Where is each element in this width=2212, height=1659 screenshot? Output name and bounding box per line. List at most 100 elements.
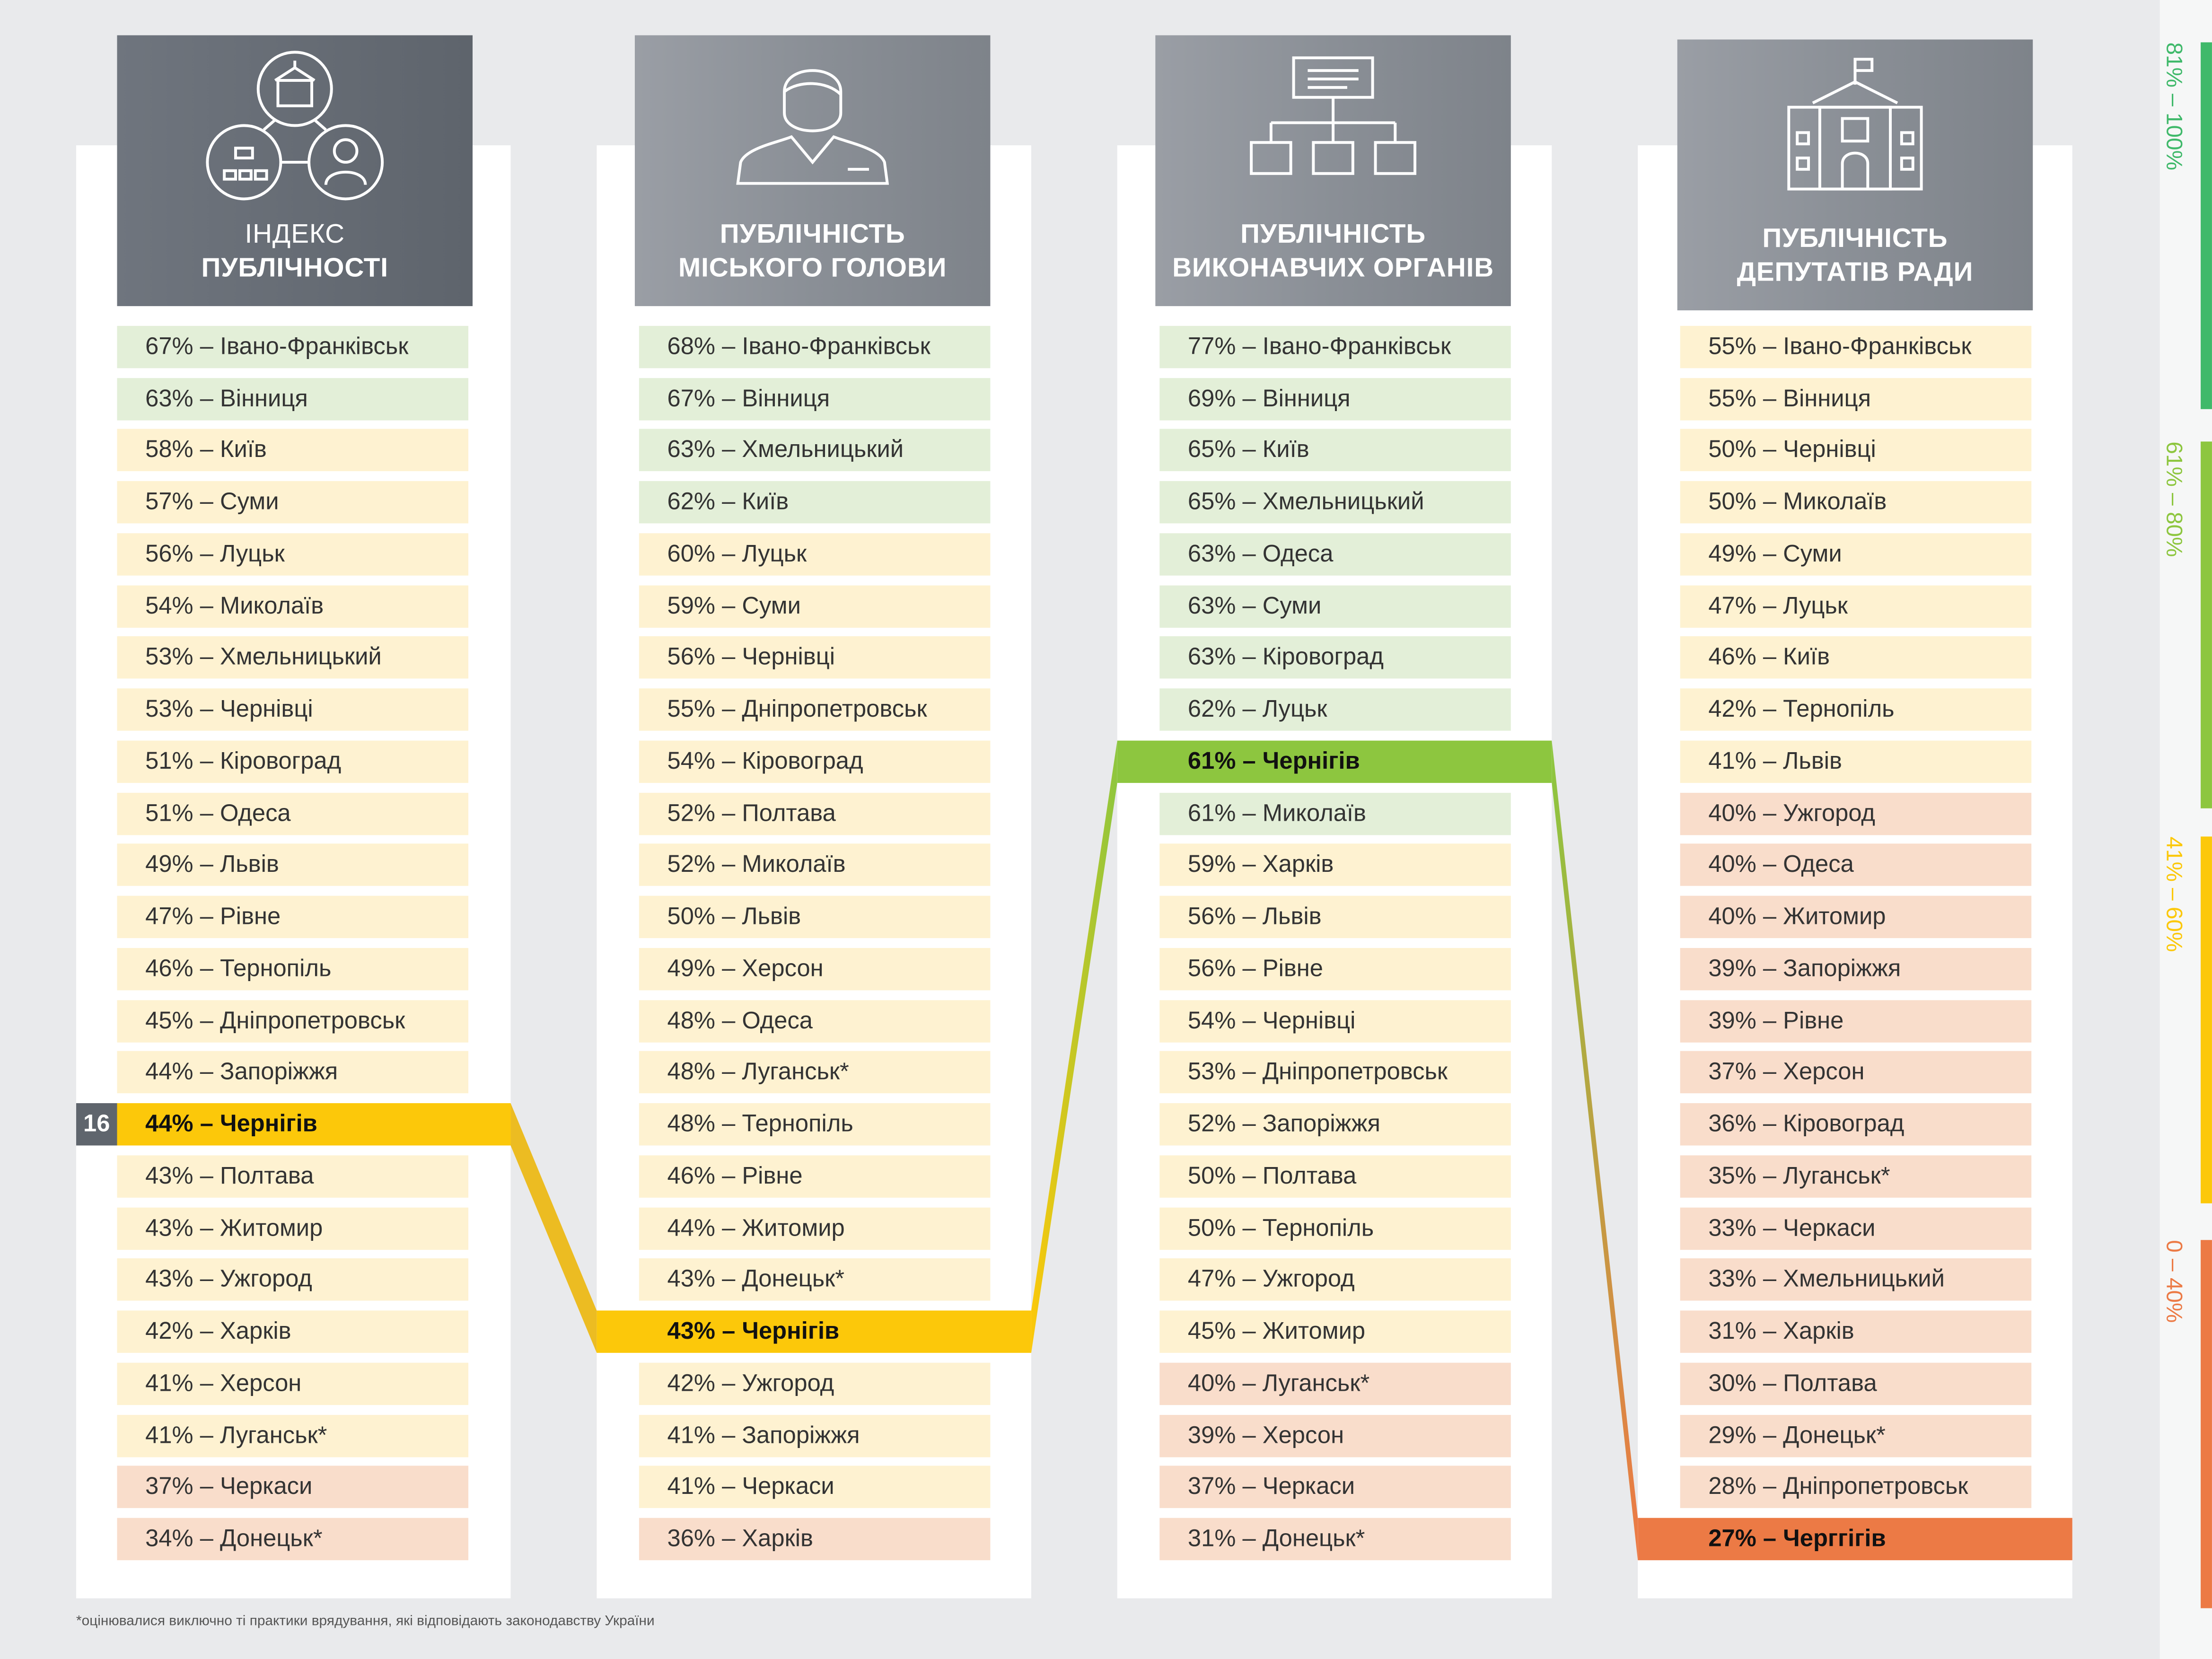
rank-row: 37% – Черкаси <box>1159 1466 1511 1509</box>
rank-row: 45% – Житомир <box>1159 1310 1511 1353</box>
rank-row: 41% – Запоріжжя <box>639 1414 991 1457</box>
rank-row: 41% – Херсон <box>117 1362 469 1405</box>
rank-row: 41% – Черкаси <box>639 1466 991 1509</box>
rank-row: 42% – Харків <box>117 1310 469 1353</box>
rank-row: 40% – Ужгород <box>1680 792 2032 835</box>
rank-row: 46% – Рівне <box>639 1155 991 1198</box>
rank-row: 56% – Чернівці <box>639 637 991 679</box>
rank-row: 67% – Івано-Франківськ <box>117 325 469 369</box>
rank-row: 54% – Чернівці <box>1159 1000 1511 1042</box>
rank-row: 45% – Дніпропетровськ <box>117 1000 469 1042</box>
title-line-1: ПУБЛІЧНІСТЬ <box>720 220 905 250</box>
rank-row: 55% – Вінниця <box>1680 377 2032 420</box>
rank-row: 59% – Суми <box>639 585 991 628</box>
rank-row: 61% – Миколаїв <box>1159 792 1511 835</box>
legend-color-bar <box>2201 836 2212 1203</box>
highlighted-rank-row: 61% – Чернігів <box>1117 740 1552 783</box>
rank-row: 36% – Кіровоград <box>1680 1103 2032 1146</box>
rank-row: 28% – Дніпропетровськ <box>1680 1466 2032 1509</box>
rank-row: 43% – Полтава <box>117 1155 469 1198</box>
highlighted-rank-row: 27% – Черггігів <box>1638 1518 2072 1561</box>
rank-row: 33% – Хмельницький <box>1680 1258 2032 1301</box>
rank-row: 63% – Одеса <box>1159 533 1511 576</box>
rank-row: 54% – Миколаїв <box>117 585 469 628</box>
rank-row: 62% – Луцьк <box>1159 688 1511 731</box>
rank-row: 65% – Хмельницький <box>1159 481 1511 524</box>
legend-label: 61% – 80% <box>2161 441 2186 557</box>
rank-row: 51% – Одеса <box>117 792 469 835</box>
rank-row: 56% – Львів <box>1159 896 1511 939</box>
rank-row: 48% – Одеса <box>639 1000 991 1042</box>
rank-row: 56% – Рівне <box>1159 948 1511 991</box>
rank-row: 65% – Київ <box>1159 429 1511 472</box>
title-line-2: ПУБЛІЧНОСТІ <box>201 254 388 284</box>
rank-row: 48% – Луганськ* <box>639 1051 991 1094</box>
rank-row: 53% – Дніпропетровськ <box>1159 1051 1511 1094</box>
rank-row: 68% – Івано-Франківськ <box>639 325 991 369</box>
column-header: ПУБЛІЧНІСТЬ МІСЬКОГО ГОЛОВИ <box>634 35 991 307</box>
rank-row: 50% – Чернівці <box>1680 429 2032 472</box>
legend-color-bar <box>2201 1240 2212 1608</box>
rank-row: 37% – Херсон <box>1680 1051 2032 1094</box>
rank-row: 53% – Хмельницький <box>117 637 469 679</box>
rank-row: 50% – Львів <box>639 896 991 939</box>
rank-connector <box>510 1103 597 1353</box>
rank-row: 48% – Тернопіль <box>639 1103 991 1146</box>
rank-row: 54% – Кіровоград <box>639 740 991 783</box>
rank-row: 59% – Харків <box>1159 844 1511 887</box>
column-header: ІНДЕКС ПУБЛІЧНОСТІ <box>117 35 473 307</box>
rank-row: 33% – Черкаси <box>1680 1207 2032 1249</box>
rank-row: 43% – Житомир <box>117 1207 469 1249</box>
title-line-1: ПУБЛІЧНІСТЬ <box>1762 224 1948 254</box>
rank-row: 31% – Донецьк* <box>1159 1518 1511 1561</box>
rank-row: 63% – Вінниця <box>117 377 469 420</box>
rank-row: 41% – Львів <box>1680 740 2032 783</box>
rank-row: 36% – Харків <box>639 1518 991 1561</box>
rank-row: 49% – Херсон <box>639 948 991 991</box>
rank-row: 43% – Донецьк* <box>639 1258 991 1301</box>
rank-row: 60% – Луцьк <box>639 533 991 576</box>
highlighted-rank-row: 43% – Чернігів <box>597 1310 1031 1353</box>
legend-color-bar <box>2201 42 2212 409</box>
rank-row: 55% – Дніпропетровськ <box>639 688 991 731</box>
rank-row: 37% – Черкаси <box>117 1466 469 1509</box>
rank-row: 53% – Чернівці <box>117 688 469 731</box>
rank-row: 42% – Ужгород <box>639 1362 991 1405</box>
column-title: ІНДЕКС ПУБЛІЧНОСТІ <box>117 219 473 286</box>
rank-row: 46% – Тернопіль <box>117 948 469 991</box>
rank-row: 29% – Донецьк* <box>1680 1414 2032 1457</box>
column-title: ПУБЛІЧНІСТЬ МІСЬКОГО ГОЛОВИ <box>635 219 990 286</box>
rank-row: 50% – Тернопіль <box>1159 1207 1511 1249</box>
rank-row: 50% – Миколаїв <box>1680 481 2032 524</box>
rank-badge: 16 <box>76 1103 117 1146</box>
legend-label: 81% – 100% <box>2161 42 2186 171</box>
title-line-2: ВИКОНАВЧИХ ОРГАНІВ <box>1172 254 1494 284</box>
rank-row: 49% – Суми <box>1680 533 2032 576</box>
rank-row: 55% – Івано-Франківськ <box>1680 325 2032 369</box>
rank-row: 35% – Луганськ* <box>1680 1155 2032 1198</box>
rank-row: 44% – Запоріжжя <box>117 1051 469 1094</box>
rank-row: 43% – Ужгород <box>117 1258 469 1301</box>
rank-connector <box>1552 740 1638 1561</box>
footnote: *оцінювалися виключно ті практики врядув… <box>76 1614 655 1630</box>
rank-row: 44% – Житомир <box>639 1207 991 1249</box>
title-line-2: ДЕПУТАТІВ РАДИ <box>1737 258 1974 288</box>
rank-row: 51% – Кіровоград <box>117 740 469 783</box>
title-line-1: ПУБЛІЧНІСТЬ <box>1240 220 1426 250</box>
title-line-1: ІНДЕКС <box>245 220 345 250</box>
rank-row: 50% – Полтава <box>1159 1155 1511 1198</box>
rank-row: 39% – Рівне <box>1680 1000 2032 1042</box>
rank-row: 47% – Ужгород <box>1159 1258 1511 1301</box>
rank-row: 40% – Луганськ* <box>1159 1362 1511 1405</box>
rank-row: 58% – Київ <box>117 429 469 472</box>
column-header: ПУБЛІЧНІСТЬ ДЕПУТАТІВ РАДИ <box>1677 39 2033 311</box>
rank-row: 52% – Полтава <box>639 792 991 835</box>
rank-row: 39% – Запоріжжя <box>1680 948 2032 991</box>
rank-row: 69% – Вінниця <box>1159 377 1511 420</box>
legend-label: 0 – 40% <box>2161 1240 2186 1323</box>
rank-connector <box>1031 740 1117 1353</box>
rank-row: 63% – Суми <box>1159 585 1511 628</box>
rank-row: 62% – Київ <box>639 481 991 524</box>
rank-row: 47% – Луцьк <box>1680 585 2032 628</box>
